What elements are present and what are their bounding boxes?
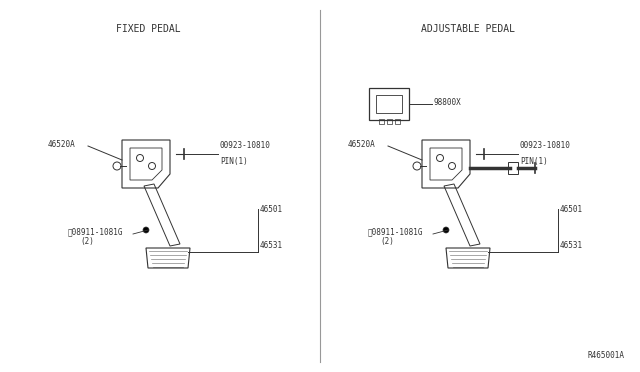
Text: 46531: 46531 [560, 241, 583, 250]
Text: (2): (2) [80, 237, 94, 246]
Text: 98800X: 98800X [434, 97, 461, 106]
Text: ⓝ08911-1081G: ⓝ08911-1081G [368, 228, 424, 237]
Bar [508, 162, 518, 174]
Bar [376, 95, 402, 113]
Bar [387, 119, 392, 124]
Bar [395, 119, 400, 124]
Text: 00923-10810: 00923-10810 [520, 141, 571, 150]
Text: PIN(1): PIN(1) [220, 157, 248, 166]
Text: 46531: 46531 [260, 241, 283, 250]
Text: (2): (2) [380, 237, 394, 246]
Text: ⓝ08911-1081G: ⓝ08911-1081G [68, 228, 124, 237]
Text: 46501: 46501 [560, 205, 583, 214]
Bar [379, 119, 384, 124]
Text: FIXED PEDAL: FIXED PEDAL [116, 24, 180, 34]
Text: 46520A: 46520A [348, 140, 376, 148]
Text: 46501: 46501 [260, 205, 283, 214]
Text: PIN(1): PIN(1) [520, 157, 548, 166]
Circle shape [443, 227, 449, 233]
Circle shape [143, 227, 149, 233]
Text: 00923-10810: 00923-10810 [220, 141, 271, 150]
Text: 46520A: 46520A [48, 140, 76, 148]
Text: R465001A: R465001A [588, 351, 625, 360]
Text: ADJUSTABLE PEDAL: ADJUSTABLE PEDAL [421, 24, 515, 34]
